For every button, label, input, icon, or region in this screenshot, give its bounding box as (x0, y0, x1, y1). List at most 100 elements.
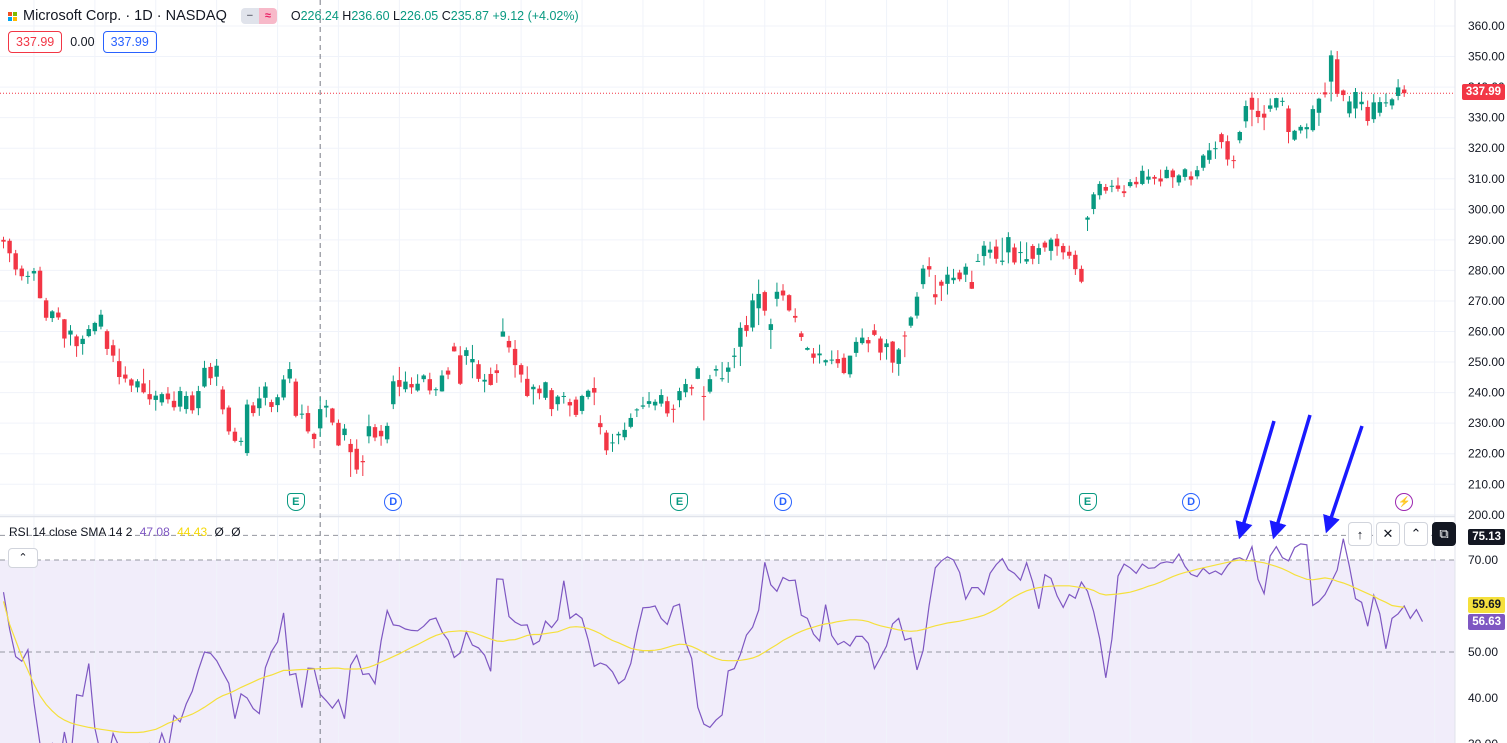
candle-body (713, 369, 719, 371)
candle-body (1310, 109, 1316, 131)
compare-icon[interactable]: ≈ (258, 8, 277, 24)
candle-body (573, 399, 579, 415)
candle-body (768, 324, 774, 330)
rsi-indicator-name[interactable]: RSI 14 close SMA 14 2 (9, 525, 133, 539)
earnings-marker-icon[interactable]: E (670, 493, 689, 511)
candle-body (19, 268, 24, 277)
candle-body (196, 391, 201, 409)
candle-body (567, 402, 573, 406)
candle-body (859, 337, 865, 344)
candle-body (512, 348, 518, 366)
candles-group (1, 50, 1407, 477)
candle-body (866, 340, 871, 344)
price-tick-label: 330.00 (1468, 111, 1505, 125)
candle-body (451, 346, 457, 352)
dividend-marker-icon[interactable]: D (1182, 493, 1201, 511)
candle-body (458, 355, 463, 384)
candle-body (238, 440, 244, 442)
minimize-pane-icon[interactable]: ⌃ (1404, 522, 1428, 546)
close-value: 235.87 (450, 9, 489, 23)
candle-body (732, 355, 737, 357)
candle-body (250, 405, 256, 414)
pane-controls: ↑ ✕ ⌃ ⧉ (1348, 522, 1456, 546)
candle-body (963, 266, 968, 275)
candle-body (677, 391, 682, 401)
candle-body (1073, 254, 1078, 270)
rsi-level-label: 56.63 (1468, 614, 1505, 630)
candle-body (719, 378, 725, 380)
candle-body (945, 274, 950, 284)
earnings-marker-icon[interactable]: E (1078, 493, 1097, 511)
collapse-pane-button[interactable]: ⌃ (8, 548, 38, 568)
candle-body (1322, 92, 1328, 95)
candle-body (25, 275, 31, 277)
candle-body (1365, 106, 1370, 122)
candle-body (220, 389, 225, 410)
rsi-sma-value: 44.43 (177, 525, 208, 539)
candle-body (1292, 130, 1297, 140)
candle-body (604, 432, 609, 451)
candle-body (488, 373, 493, 385)
candle-body (1231, 160, 1236, 162)
candle-body (969, 282, 975, 289)
candle-body (1060, 245, 1066, 253)
candle-body (786, 295, 792, 311)
rsi-top-level-label: 75.13 (1468, 529, 1505, 545)
candle-body (336, 422, 341, 446)
candle-body (1341, 90, 1346, 96)
candle-body (1042, 242, 1048, 248)
candle-body (926, 266, 932, 270)
candle-body (1207, 150, 1212, 160)
candle-body (342, 428, 347, 436)
candle-body (50, 311, 55, 319)
rsi-extra-1: Ø (214, 525, 224, 539)
candle-body (799, 333, 804, 337)
candle-body (68, 330, 73, 335)
candle-body (518, 365, 524, 375)
maximize-pane-icon[interactable]: ⧉ (1432, 522, 1456, 546)
candle-body (366, 426, 372, 437)
candle-body (555, 396, 560, 405)
candle-body (683, 384, 688, 393)
candle-body (74, 336, 79, 347)
move-pane-up-icon[interactable]: ↑ (1348, 522, 1372, 546)
close-pane-icon[interactable]: ✕ (1376, 522, 1400, 546)
candle-body (993, 246, 999, 259)
candle-body (610, 442, 615, 444)
rsi-tick-label: 30.00 (1468, 737, 1498, 743)
dividend-marker-icon[interactable]: D (384, 493, 403, 511)
price-tick-label: 320.00 (1468, 141, 1505, 155)
candle-body (1261, 113, 1267, 118)
candle-body (561, 395, 566, 397)
candle-body (1012, 247, 1017, 263)
candle-body (1219, 134, 1224, 143)
candle-body (208, 366, 213, 379)
low-value: 226.05 (400, 9, 439, 23)
candle-body (37, 270, 43, 299)
pill-group[interactable]: − ≈ (240, 8, 277, 24)
earnings-marker-icon[interactable]: E (286, 493, 305, 511)
candle-body (1274, 98, 1279, 108)
symbol-title[interactable]: Microsoft Corp. · 1D · NASDAQ (23, 8, 227, 24)
candle-body (269, 402, 274, 407)
sell-price-button[interactable]: 337.99 (8, 31, 63, 53)
candle-body (695, 368, 700, 379)
candle-body (348, 443, 353, 453)
candle-body (1353, 91, 1358, 109)
split-marker-icon[interactable]: ⚡ (1395, 493, 1414, 511)
candle-body (890, 341, 895, 363)
hide-indicator-icon[interactable]: − (240, 8, 259, 24)
dividend-marker-icon[interactable]: D (774, 493, 793, 511)
candle-body (1048, 239, 1054, 251)
candle-body (244, 404, 250, 454)
candle-body (1286, 108, 1291, 133)
candle-body (354, 448, 359, 470)
candle-body (31, 271, 37, 274)
buy-price-button[interactable]: 337.99 (102, 31, 157, 53)
price-tick-label: 280.00 (1468, 263, 1505, 277)
candle-body (86, 329, 91, 337)
candle-body (1115, 185, 1121, 189)
candle-body (1054, 238, 1060, 247)
candle-body (726, 367, 731, 372)
